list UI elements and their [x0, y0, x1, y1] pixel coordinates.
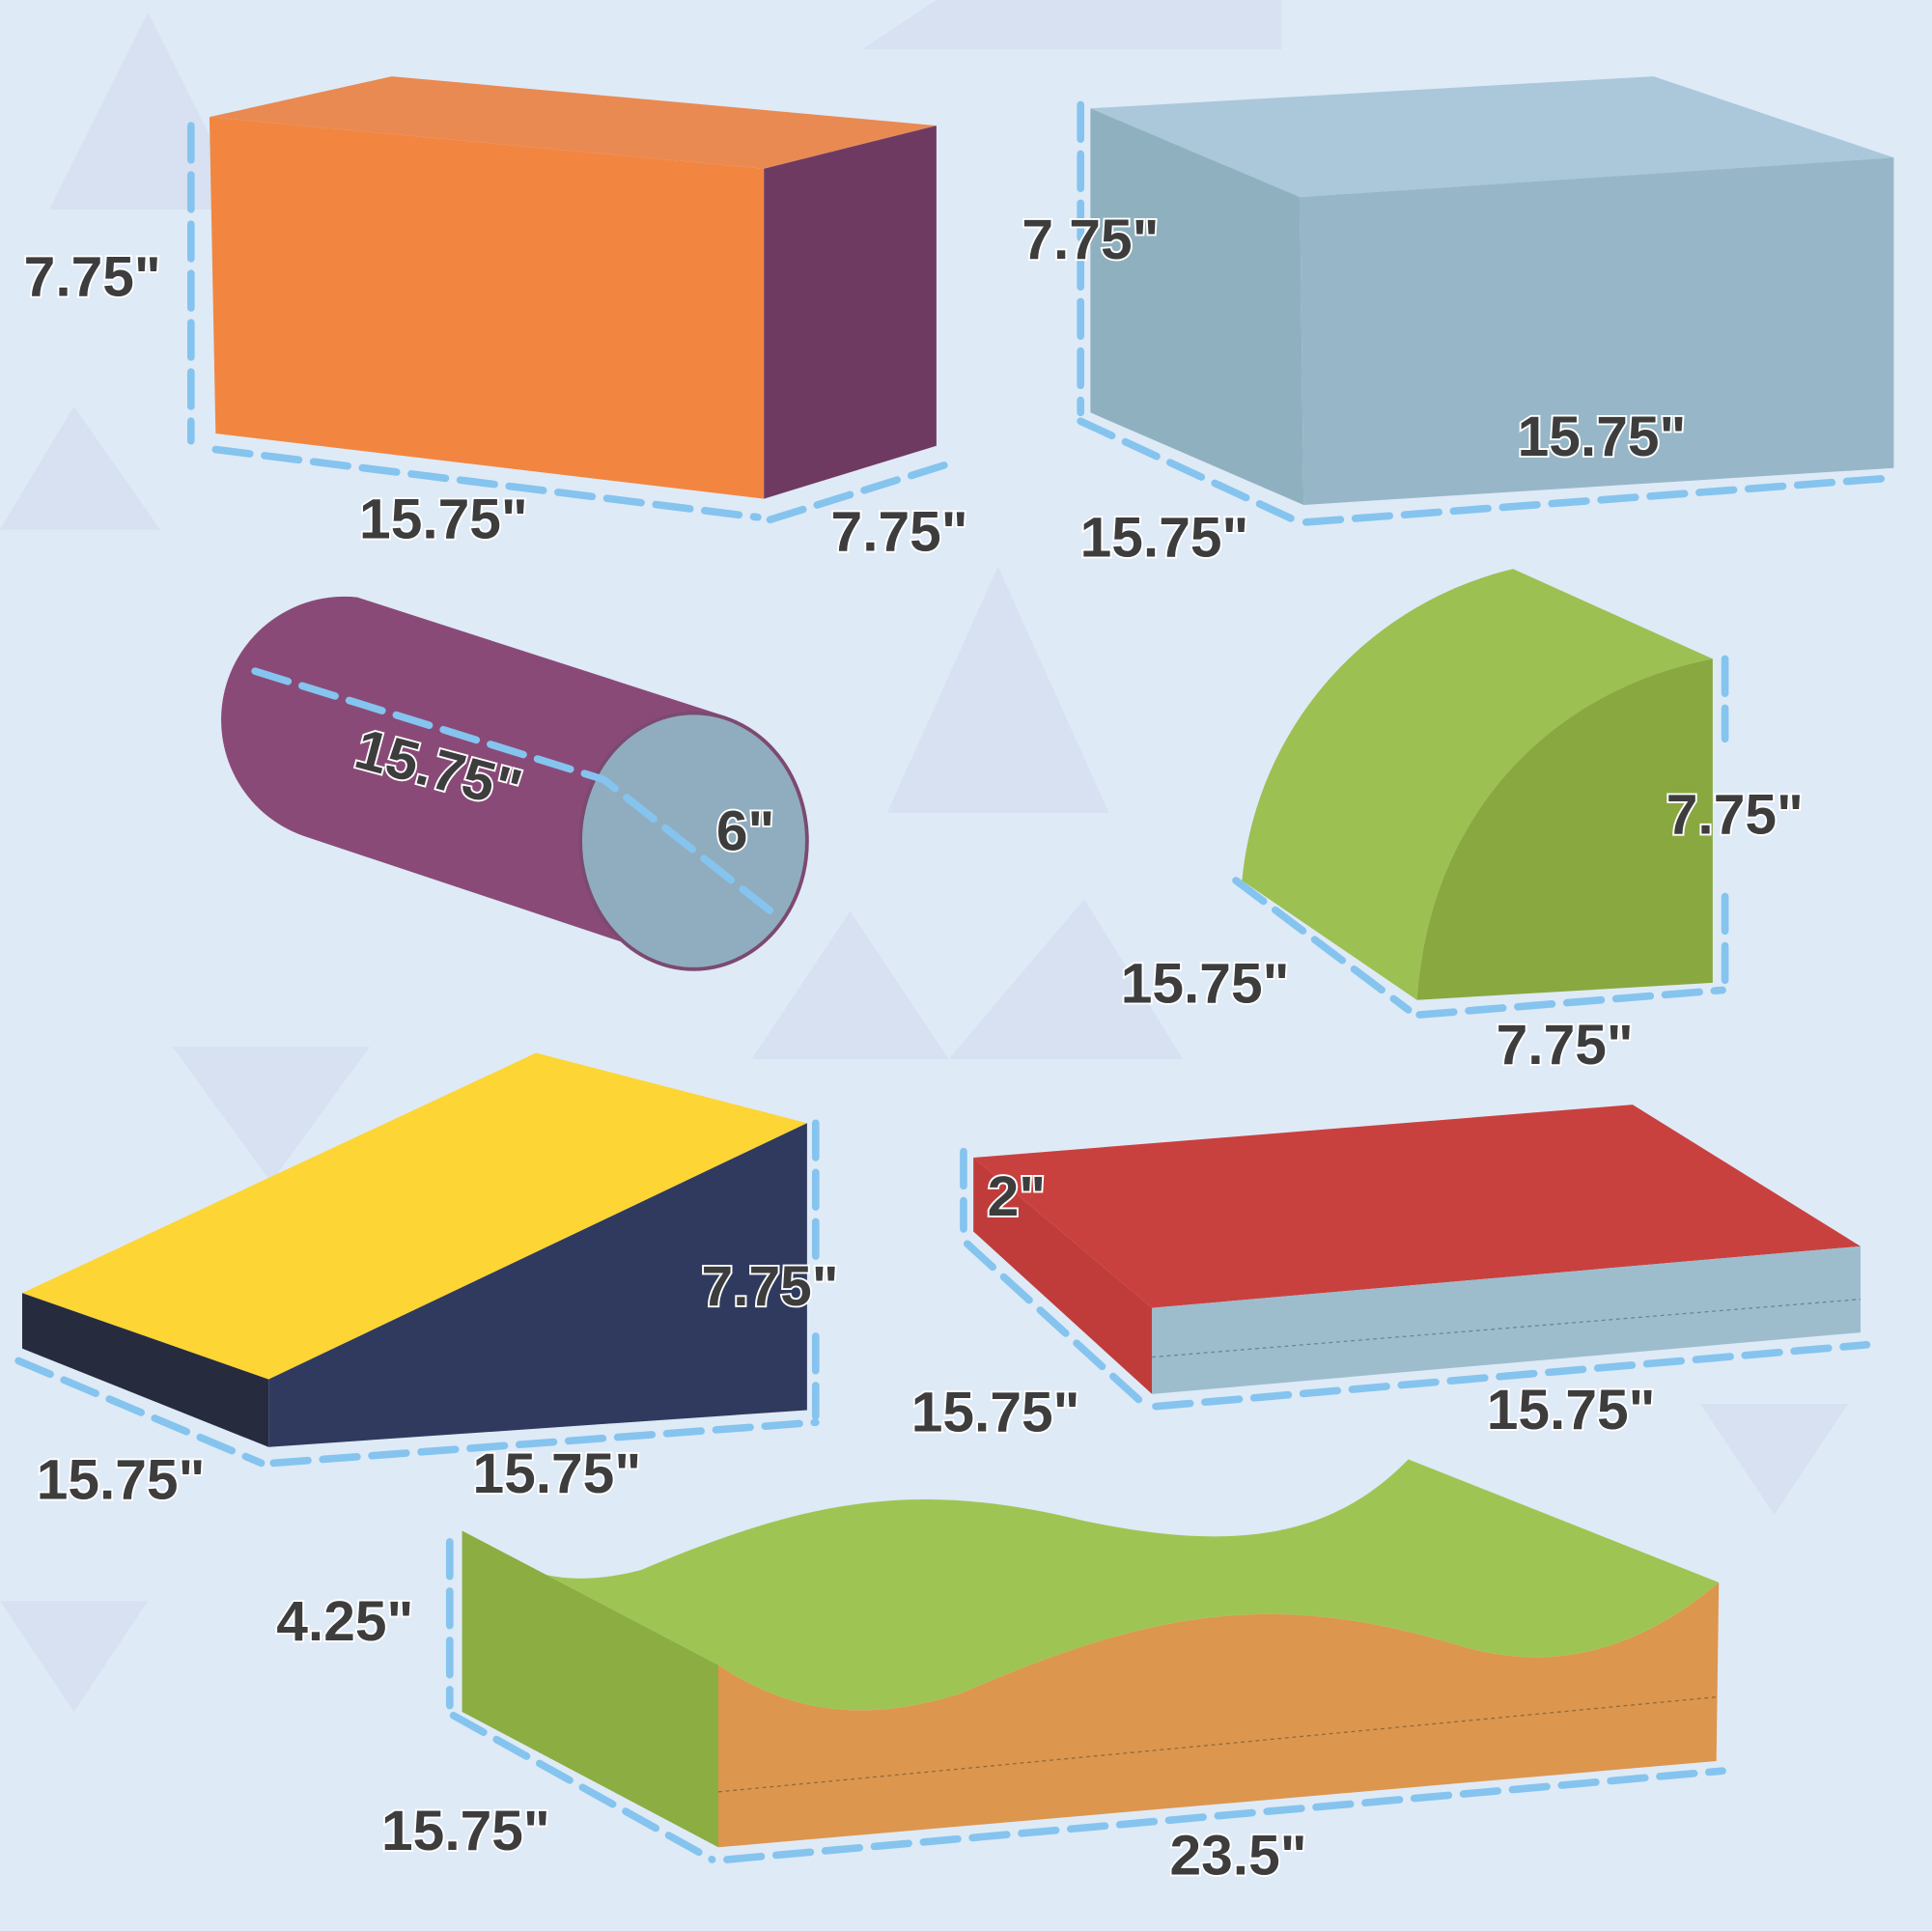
- height-label: 4.25": [276, 1590, 413, 1653]
- width-label: 15.75": [1487, 1379, 1656, 1441]
- length-label: 15.75": [1518, 406, 1687, 468]
- diameter-label: 6": [716, 799, 774, 862]
- cylinder: 15.75" 6": [221, 596, 809, 971]
- wave-block: 4.25" 15.75" 23.5": [274, 1459, 1726, 1889]
- length-label: 23.5": [1170, 1825, 1307, 1888]
- length-label: 15.75": [37, 1448, 206, 1511]
- quarter-round: 7.75" 15.75" 7.75": [1119, 569, 1806, 1078]
- rectangular-block: 7.75" 15.75" 7.75": [22, 76, 970, 565]
- height-label: 7.75": [1022, 209, 1159, 271]
- width-label: 7.75": [1497, 1014, 1634, 1077]
- square-block: 7.75" 15.75" 15.75": [1020, 76, 1898, 572]
- width-label: 15.75": [472, 1442, 641, 1505]
- background-pattern: [0, 0, 1848, 1712]
- height-label: 7.75": [1666, 784, 1804, 847]
- length-label: 15.75": [1121, 952, 1290, 1015]
- length-label: 15.75": [359, 489, 528, 551]
- flat-mat: 2" 15.75" 15.75": [910, 1105, 1871, 1445]
- height-label: 7.75": [24, 245, 161, 308]
- width-label: 15.75": [1080, 507, 1249, 570]
- height-label: 7.75": [702, 1255, 839, 1318]
- wedge-ramp: 7.75" 15.75" 15.75": [14, 1052, 841, 1513]
- length-label: 15.75": [911, 1381, 1080, 1443]
- width-label: 15.75": [381, 1800, 550, 1862]
- height-label: 2": [988, 1165, 1046, 1228]
- width-label: 7.75": [831, 500, 968, 563]
